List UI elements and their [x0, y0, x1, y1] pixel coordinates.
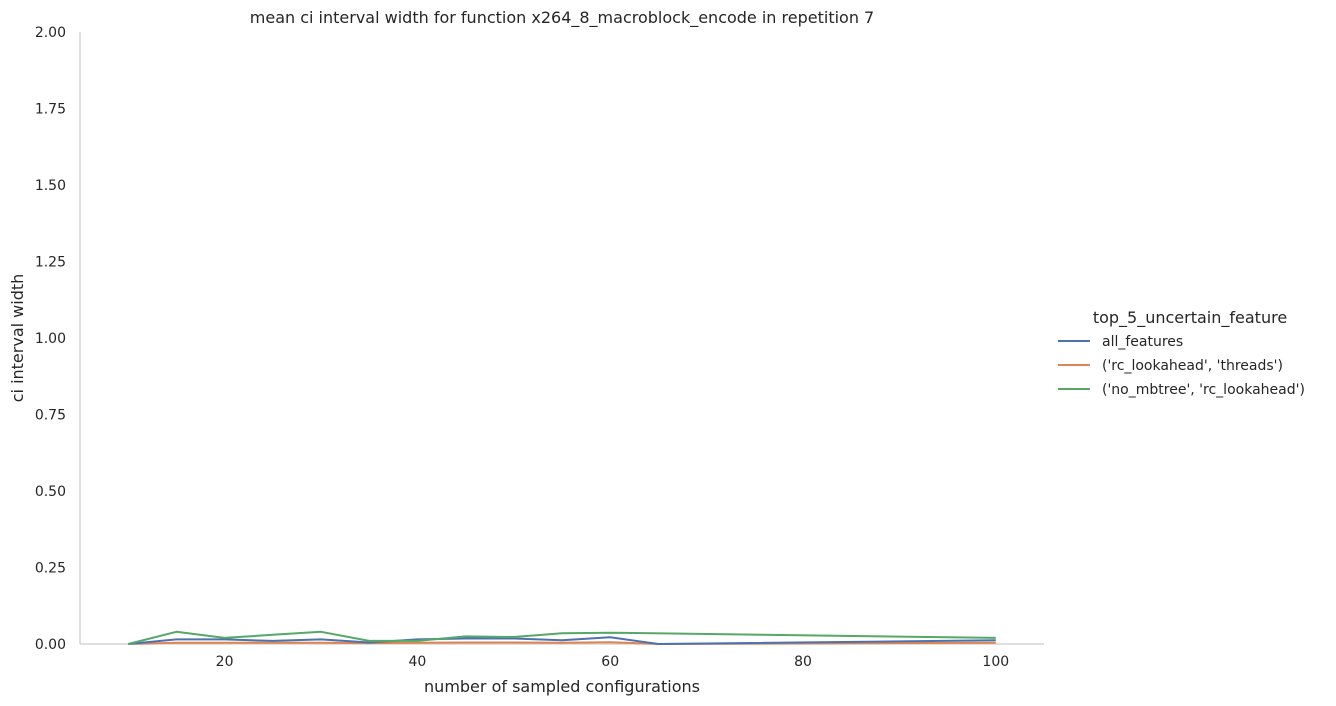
y-tick-label: 0.25	[35, 561, 66, 577]
y-tick-label: 2.00	[35, 25, 66, 41]
legend-title: top_5_uncertain_feature	[1093, 308, 1287, 328]
series-line	[127, 630, 996, 645]
x-tick-labels: 20 40 60 80 100	[216, 654, 1009, 670]
y-tick-label: 1.50	[35, 178, 66, 194]
legend-item-label: ('no_mbtree', 'rc_lookahead')	[1102, 382, 1305, 398]
y-tick-label: 1.25	[35, 255, 66, 271]
x-tick-label: 40	[408, 654, 426, 670]
legend-item-label: ('rc_lookahead', 'threads')	[1102, 358, 1283, 374]
series-line	[128, 636, 996, 645]
x-tick-label: 60	[601, 654, 619, 670]
x-tick-label: 20	[216, 654, 234, 670]
legend-item-label: all_features	[1102, 334, 1183, 350]
y-axis-label: ci interval width	[8, 274, 27, 403]
y-tick-label: 0.75	[35, 408, 66, 424]
y-tick-label: 1.00	[35, 331, 66, 347]
x-axis-label: number of sampled configurations	[424, 677, 700, 696]
y-tick-label: 1.75	[35, 102, 66, 118]
y-tick-label: 0.00	[35, 637, 66, 653]
series-lines	[127, 630, 996, 645]
y-tick-labels: 0.00 0.25 0.50 0.75 1.00 1.25 1.50 1.75 2.00	[35, 25, 66, 653]
chart-title: mean ci interval width for function x264…	[250, 8, 874, 28]
series-line	[128, 641, 996, 645]
y-tick-label: 0.50	[35, 484, 66, 500]
legend: top_5_uncertain_feature all_features ('rc…	[1058, 308, 1305, 398]
x-tick-label: 80	[794, 654, 812, 670]
x-tick-label: 100	[982, 654, 1009, 670]
